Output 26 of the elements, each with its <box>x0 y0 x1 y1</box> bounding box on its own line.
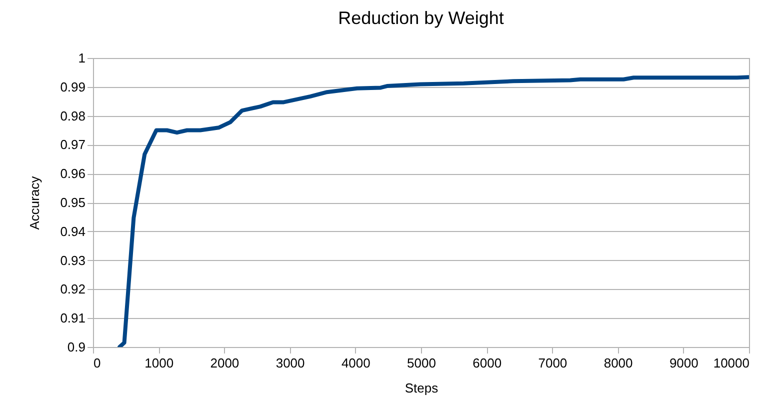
x-tick-label: 2000 <box>210 356 240 370</box>
x-tick-label: 7000 <box>538 356 568 370</box>
x-tick-label: 3000 <box>276 356 305 370</box>
y-tick-label: 0.9 <box>67 340 86 354</box>
x-tick-label: 8000 <box>604 356 633 370</box>
line-series <box>118 75 749 347</box>
chart-title: Reduction by Weight <box>338 8 504 28</box>
y-tick-label: 1 <box>78 50 86 66</box>
y-tick-label: 0.98 <box>60 108 86 124</box>
x-tick-label: 9000 <box>669 356 698 370</box>
y-axis-title: Accuracy <box>27 176 42 230</box>
x-tick-label: 10000 <box>713 356 750 370</box>
y-tick-label: 0.96 <box>60 166 86 182</box>
y-tick-label: 0.92 <box>60 282 86 297</box>
x-tick-label: 1000 <box>144 356 174 370</box>
x-tick-label: 5000 <box>407 356 436 370</box>
y-tick-label: 0.94 <box>60 224 86 239</box>
x-tick-label: 4000 <box>341 356 370 370</box>
x-tick-label: 0 <box>94 356 101 370</box>
x-tick-label: 6000 <box>472 356 502 370</box>
y-tick-label: 0.93 <box>60 252 86 268</box>
x-axis-title: Steps <box>404 380 439 396</box>
y-tick-label: 0.95 <box>60 195 86 210</box>
y-tick-label: 0.91 <box>60 310 86 326</box>
y-tick-label: 0.99 <box>60 79 86 94</box>
y-tick-label: 0.97 <box>60 137 86 152</box>
